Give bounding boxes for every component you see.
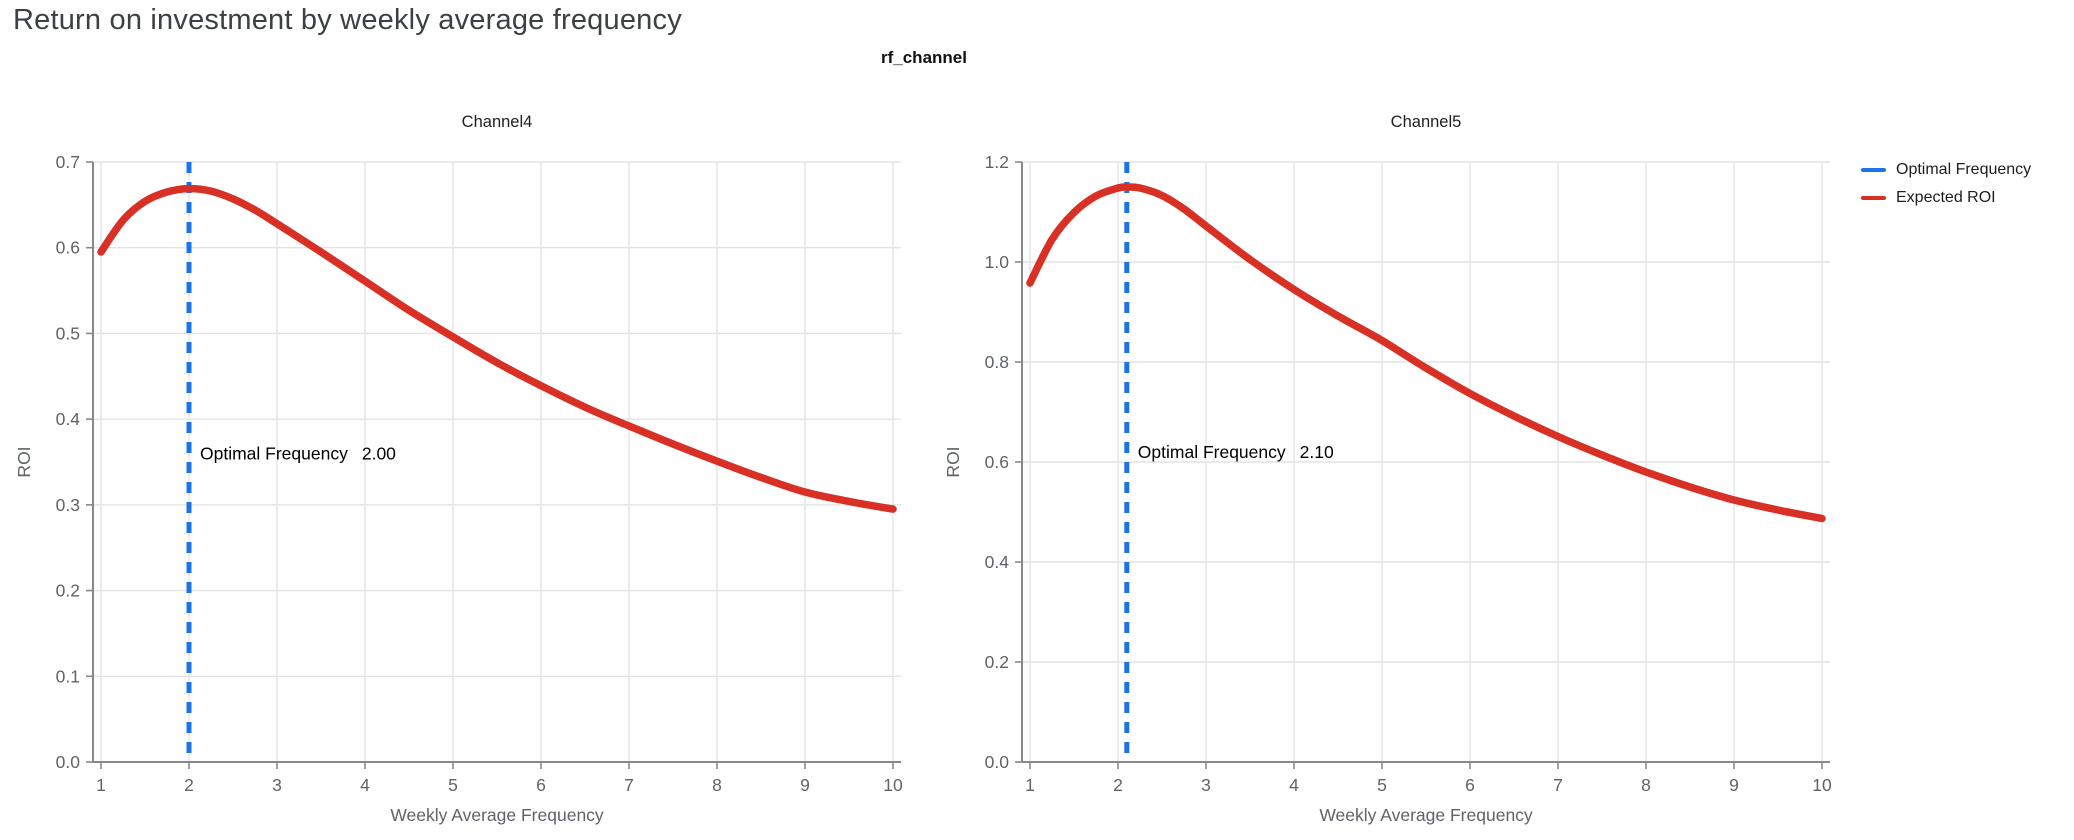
page-title: Return on investment by weekly average f…	[13, 4, 682, 36]
y-tick-label: 0.8	[985, 352, 1009, 372]
y-tick-label: 0.6	[56, 238, 80, 258]
expected-roi-curve	[97, 184, 897, 513]
legend-label: Expected ROI	[1896, 189, 1996, 206]
y-tick-label: 0.2	[985, 652, 1009, 672]
chart-panel-channel5: 0.0 0.2 0.4 0.6 0.8 1.0 1.2 1 2 3 4 5 6 7 8 9 10 Channel5…	[943, 113, 1832, 825]
y-tick-label: 0.7	[56, 152, 80, 172]
y-tick-label: 0.3	[56, 495, 80, 515]
y-tick-label: 0.4	[985, 552, 1010, 572]
y-tick-label: 0.6	[985, 452, 1009, 472]
optimal-frequency-annotation: Optimal Frequency 2.00	[200, 443, 396, 463]
x-tick-label: 7	[1553, 775, 1563, 795]
y-tick-label: 0.0	[985, 752, 1010, 772]
x-axis-title: Weekly Average Frequency	[1319, 805, 1533, 825]
x-tick-label: 1	[1025, 775, 1035, 795]
x-tick-label: 2	[184, 775, 194, 795]
x-tick-label: 9	[800, 775, 810, 795]
y-tick-label: 1.2	[985, 152, 1009, 172]
x-tick-label: 10	[1812, 775, 1832, 795]
optimal-frequency-annotation: Optimal Frequency 2.10	[1138, 442, 1334, 462]
x-axis-title: Weekly Average Frequency	[390, 805, 604, 825]
x-tick-label: 5	[448, 775, 458, 795]
x-tick-label: 3	[1201, 775, 1211, 795]
x-tick-label: 9	[1729, 775, 1739, 795]
x-tick-label: 6	[536, 775, 546, 795]
x-tick-label: 4	[1289, 775, 1299, 795]
legend: Optimal Frequency Expected ROI	[1861, 160, 2031, 207]
legend-label: Optimal Frequency	[1896, 161, 2032, 178]
y-tick-label: 0.1	[56, 666, 80, 686]
facet-title: rf_channel	[881, 48, 967, 67]
x-tick-label: 1	[96, 775, 106, 795]
legend-item: Expected ROI	[1861, 188, 2031, 207]
x-tick-label: 4	[360, 775, 370, 795]
legend-item: Optimal Frequency	[1861, 160, 2031, 179]
x-tick-label: 7	[624, 775, 634, 795]
x-tick-label: 3	[272, 775, 282, 795]
y-tick-label: 1.0	[985, 252, 1010, 272]
y-tick-label: 0.0	[56, 752, 81, 772]
y-axis-title: ROI	[14, 446, 34, 477]
x-tick-label: 8	[712, 775, 722, 795]
legend-line-swatch	[1861, 195, 1886, 200]
y-axis-title: ROI	[943, 446, 963, 477]
panel-title: Channel4	[462, 113, 533, 131]
expected-roi-curve	[1026, 183, 1826, 523]
x-tick-label: 2	[1113, 775, 1123, 795]
x-tick-label: 5	[1377, 775, 1387, 795]
y-tick-label: 0.4	[56, 409, 81, 429]
legend-line-swatch	[1861, 167, 1886, 172]
y-tick-label: 0.5	[56, 323, 80, 343]
x-tick-label: 10	[883, 775, 903, 795]
chart-panel-channel4: 0.0 0.1 0.2 0.3 0.4 0.5 0.6 0.7 1 2 3 4 5 6 7 8 9 10 Chann…	[14, 113, 903, 825]
x-tick-label: 8	[1641, 775, 1651, 795]
panel-title: Channel5	[1391, 113, 1462, 131]
y-tick-label: 0.2	[56, 581, 80, 601]
x-tick-label: 6	[1465, 775, 1475, 795]
